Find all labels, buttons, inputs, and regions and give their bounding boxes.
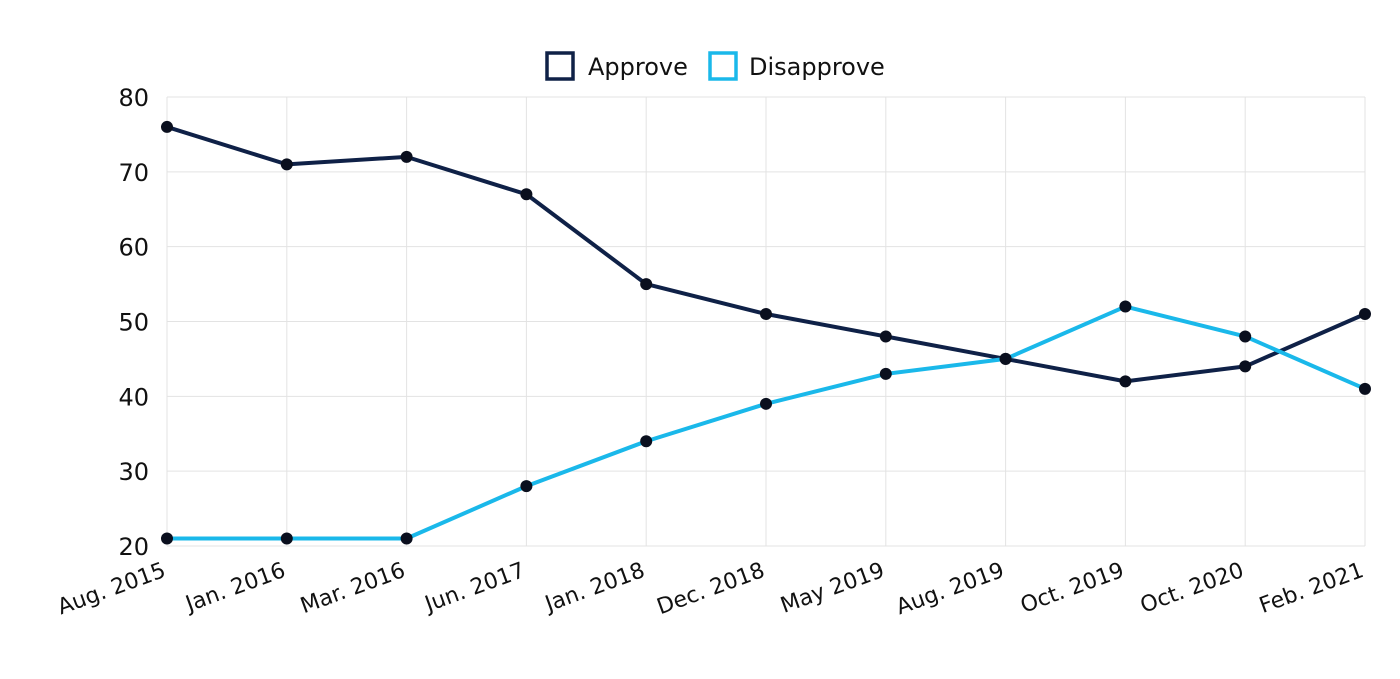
legend-item-disapprove[interactable]: Disapprove: [708, 51, 885, 81]
x-tick-label: Jan. 2018: [540, 558, 648, 618]
y-tick-label: 40: [118, 383, 149, 411]
x-tick-label: May 2019: [777, 558, 887, 619]
data-point-approve: [640, 278, 653, 291]
legend-label: Disapprove: [749, 53, 885, 81]
x-tick-label: Aug. 2015: [54, 558, 169, 620]
y-tick-label: 70: [118, 159, 149, 187]
data-point-disapprove: [1239, 330, 1252, 343]
data-point-approve: [161, 120, 173, 133]
data-point-approve: [1359, 308, 1371, 321]
data-point-disapprove: [999, 352, 1012, 365]
data-point-approve: [280, 158, 293, 171]
legend-swatch: [708, 51, 738, 81]
data-point-disapprove: [400, 532, 413, 545]
legend-item-approve[interactable]: Approve: [545, 51, 688, 81]
x-tick-label: Oct. 2020: [1137, 558, 1247, 618]
data-point-disapprove: [760, 397, 772, 410]
y-tick-label: 60: [118, 234, 149, 262]
x-tick-label: Dec. 2018: [654, 558, 768, 620]
legend-label: Approve: [588, 53, 688, 81]
data-point-disapprove: [1359, 382, 1371, 395]
legend[interactable]: Approve Disapprove: [545, 51, 885, 81]
x-tick-label: Jan. 2016: [181, 558, 289, 618]
x-tick-label: Feb. 2021: [1256, 558, 1367, 619]
series-layer: [161, 120, 1371, 545]
data-point-approve: [879, 330, 892, 343]
y-tick-label: 20: [118, 533, 149, 561]
y-tick-label: 50: [118, 309, 149, 337]
legend-swatch: [545, 51, 575, 81]
y-tick-label: 30: [118, 458, 149, 486]
x-tick-label: Aug. 2019: [893, 558, 1008, 620]
data-point-approve: [1119, 375, 1132, 388]
data-point-approve: [400, 150, 413, 163]
data-point-disapprove: [161, 532, 173, 545]
data-point-approve: [520, 188, 533, 201]
data-point-disapprove: [280, 532, 293, 545]
data-point-approve: [1239, 360, 1252, 373]
x-tick-label: Oct. 2019: [1017, 558, 1127, 618]
data-point-disapprove: [640, 435, 653, 448]
data-point-disapprove: [520, 480, 533, 493]
grid-layer: [166, 96, 1366, 547]
y-tick-label: 80: [118, 84, 149, 112]
data-point-approve: [760, 308, 772, 321]
x-tick-label: Mar. 2016: [297, 558, 408, 619]
x-tick-label: Jun. 2017: [420, 558, 528, 618]
data-point-disapprove: [879, 367, 892, 380]
data-point-disapprove: [1119, 300, 1132, 313]
